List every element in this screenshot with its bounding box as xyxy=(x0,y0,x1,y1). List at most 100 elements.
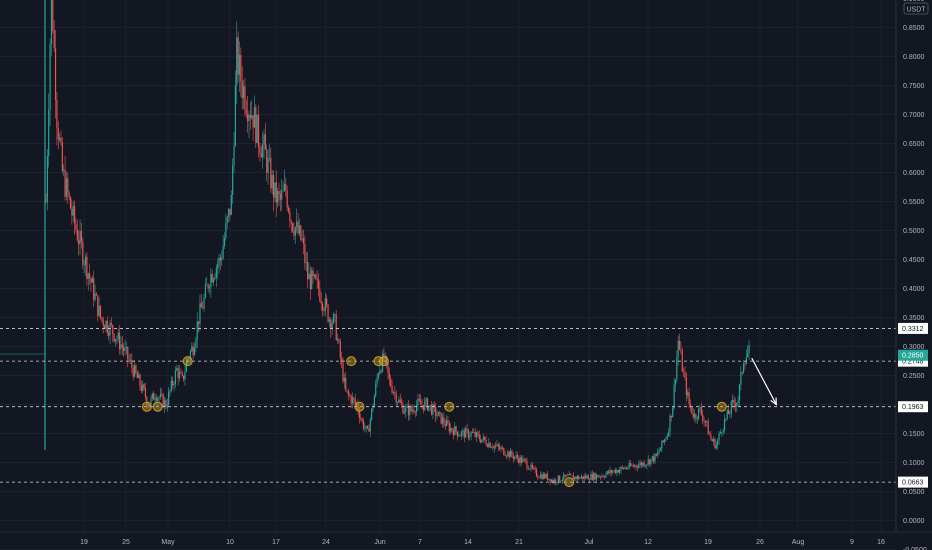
price-axis[interactable]: 0.9000 0.8500 0.8000 0.7500 0.7000 0.6500 0.60… xyxy=(903,0,927,550)
candle-body xyxy=(723,419,726,431)
candle-body xyxy=(120,344,122,349)
candle-body xyxy=(522,458,524,463)
candle-body xyxy=(505,455,508,457)
price-tick-label: 0.7000 xyxy=(903,112,925,119)
candle-body xyxy=(733,399,735,404)
candle-body xyxy=(198,321,200,325)
candle-body xyxy=(531,464,534,468)
candle-body xyxy=(557,475,559,483)
candle-body xyxy=(711,439,713,442)
price-tick-label: 0.6500 xyxy=(903,141,925,148)
candle-body xyxy=(429,404,431,406)
candle-body xyxy=(646,464,648,466)
candle-body xyxy=(335,314,337,341)
candle-body xyxy=(304,243,306,264)
currency-label[interactable]: USDT xyxy=(903,2,929,15)
touch-marker xyxy=(346,356,357,367)
candle-body xyxy=(87,273,89,279)
candle-body xyxy=(113,333,115,342)
candle-body xyxy=(63,169,65,171)
candle-body xyxy=(651,456,653,459)
touch-marker xyxy=(373,356,384,367)
candle-body xyxy=(327,304,329,322)
candle-body xyxy=(640,462,643,466)
candle-body xyxy=(193,348,196,356)
candle-body xyxy=(561,479,563,481)
candle-body xyxy=(212,278,215,283)
candle-body xyxy=(64,169,66,197)
candle-body xyxy=(271,175,273,189)
candle-body xyxy=(106,320,108,333)
candle-body xyxy=(300,225,302,240)
touch-marker xyxy=(354,401,365,412)
candle-body xyxy=(184,372,186,380)
candle-body xyxy=(511,450,513,456)
candle-body xyxy=(144,388,147,397)
time-tick-label: 21 xyxy=(515,539,523,546)
candle-body xyxy=(748,345,750,354)
candle-body xyxy=(249,114,251,119)
candle-body xyxy=(466,428,468,430)
candle-body xyxy=(132,367,134,377)
horizontal-levels[interactable] xyxy=(0,328,896,483)
candle-body xyxy=(500,447,502,450)
candle-body xyxy=(451,427,453,431)
candle-body xyxy=(456,431,459,437)
candle-body xyxy=(745,357,747,364)
candle-body xyxy=(639,462,641,465)
candle-body xyxy=(168,391,170,405)
candle-body xyxy=(328,319,330,322)
candle-body xyxy=(542,474,544,479)
candle-body xyxy=(86,256,88,279)
candle-body xyxy=(621,466,623,468)
candle-body xyxy=(666,435,668,439)
candle-body xyxy=(56,99,58,129)
price-tick-label: 0.8000 xyxy=(903,54,925,61)
candle-body xyxy=(242,86,245,99)
candle-body xyxy=(118,332,121,349)
time-tick-label: 12 xyxy=(644,539,652,546)
time-axis[interactable]: 19 25 May 10 17 24 Jun 7 14 21 Jul 12 19 26 Aug 9 16 xyxy=(80,539,885,546)
candle-body xyxy=(46,156,48,202)
candle-body xyxy=(602,475,604,477)
candle-body xyxy=(84,256,87,265)
candle-body xyxy=(296,221,298,228)
candle-body xyxy=(153,393,155,400)
price-tick-label: 0.7500 xyxy=(903,83,925,90)
candle-body xyxy=(467,429,469,438)
candle-body xyxy=(648,459,651,465)
candle-body xyxy=(234,85,236,146)
candle-body xyxy=(309,273,311,289)
candle-body xyxy=(691,407,693,414)
candle-body xyxy=(244,86,246,110)
candle-body xyxy=(102,319,104,326)
candle-body xyxy=(643,462,645,467)
candle-body xyxy=(321,303,324,310)
candle-body xyxy=(514,456,516,459)
candle-body xyxy=(203,297,205,309)
candle-body xyxy=(281,191,283,200)
candle-body xyxy=(636,466,638,468)
candle-body xyxy=(403,411,405,414)
candle-body xyxy=(612,471,614,473)
candle-body xyxy=(402,404,404,414)
candle-body xyxy=(475,432,478,437)
projection-arrow[interactable] xyxy=(751,357,777,406)
candle-body xyxy=(399,399,401,403)
level-labels: 0.3312 0.2748 0.1963 0.0663 0.2850 xyxy=(898,322,928,488)
candle-body xyxy=(670,415,672,418)
candle-body xyxy=(362,420,365,429)
candle-body xyxy=(625,467,628,469)
candle-body xyxy=(556,482,558,484)
candle-body xyxy=(703,420,705,422)
candle-body xyxy=(217,264,219,269)
current-price-bg xyxy=(898,349,928,361)
candle-body xyxy=(695,414,697,419)
candle-body xyxy=(82,241,84,265)
candle-body xyxy=(388,372,390,379)
candle-body xyxy=(383,353,385,359)
candle-body xyxy=(142,384,144,391)
candle-body xyxy=(147,404,149,406)
candle-body xyxy=(259,146,261,154)
